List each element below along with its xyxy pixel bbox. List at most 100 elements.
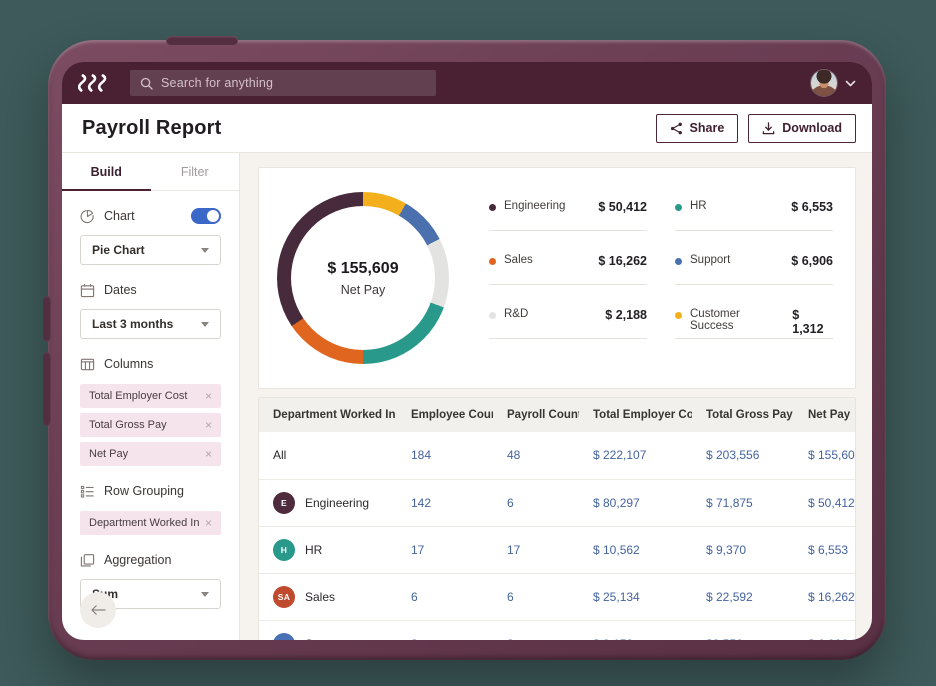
donut-chart: $ 155,609 Net Pay: [277, 192, 449, 364]
value-cell[interactable]: $ 80,297: [593, 495, 640, 510]
table-row: H HR 17 17 $ 10,562 $ 9,370 $ 6,553: [259, 526, 855, 573]
value-cell[interactable]: $ 25,134: [593, 589, 640, 604]
page-title: Payroll Report: [82, 116, 222, 139]
chip-remove-icon[interactable]: ×: [204, 516, 212, 530]
user-avatar[interactable]: [811, 70, 837, 96]
department-name: Engineering: [305, 495, 370, 510]
chip-label: Total Employer Cost: [89, 390, 188, 402]
value-cell[interactable]: 48: [507, 448, 521, 463]
chart-type-select[interactable]: Pie Chart: [80, 235, 221, 265]
search-icon: [140, 77, 153, 90]
device-power-button: [166, 36, 238, 45]
table-column-header: Total Gross Pay: [706, 409, 793, 421]
value-cell[interactable]: $ 10,562: [593, 542, 640, 557]
chart-legend: Engineering $ 50,412 HR $ 6,553 Sales $ 16,26…: [489, 200, 833, 339]
columns-section-header: Columns: [80, 354, 221, 374]
value-cell[interactable]: $ 155,609: [808, 448, 855, 463]
value-cell[interactable]: 3: [493, 620, 579, 640]
legend-label: Sales: [504, 254, 533, 266]
legend-label: Customer Success: [690, 308, 740, 332]
value-cell[interactable]: $ 6,553: [808, 542, 849, 557]
chevron-down-icon[interactable]: [845, 80, 856, 87]
donut-center: $ 155,609 Net Pay: [291, 206, 435, 350]
value-cell[interactable]: 6: [507, 495, 514, 510]
chart-section-header: Chart: [80, 206, 221, 226]
search-placeholder: Search for anything: [161, 76, 274, 90]
value-cell[interactable]: 6: [507, 589, 514, 604]
report-table: Department Worked In Employee Count Payrol…: [259, 398, 855, 640]
value-cell[interactable]: $ 16,262: [808, 589, 855, 604]
value-cell[interactable]: $ 71,875: [706, 495, 753, 510]
department-cell: SA Sales: [259, 573, 397, 620]
aggregation-section-header: Aggregation: [80, 550, 221, 570]
filter-chip[interactable]: Net Pay ×: [80, 442, 221, 466]
download-button[interactable]: Download: [748, 113, 856, 143]
value-cell[interactable]: 142: [411, 495, 432, 510]
legend-item: Customer Success $ 1,312: [675, 308, 833, 339]
legend-dot: [675, 204, 682, 211]
chart-toggle[interactable]: [191, 208, 221, 224]
dates-select[interactable]: Last 3 months: [80, 309, 221, 339]
columns-section-label: Columns: [104, 357, 154, 371]
aggregation-icon: [80, 553, 95, 566]
department-name: HR: [305, 542, 323, 557]
value-cell[interactable]: $ 22,592: [706, 589, 753, 604]
legend-label: R&D: [504, 308, 529, 320]
table-row: All 184 48 $ 222,107 $ 203,556 $ 155,609: [259, 432, 855, 479]
department-name: All: [273, 448, 287, 463]
chip-remove-icon[interactable]: ×: [204, 447, 212, 461]
report-table-card: Department Worked In Employee Count Payrol…: [258, 397, 856, 640]
back-button[interactable]: [80, 592, 116, 628]
table-row: SA Sales 6 6 $ 25,134 $ 22,592 $ 16,262: [259, 573, 855, 620]
search-input[interactable]: Search for anything: [130, 70, 436, 96]
legend-label: Support: [690, 254, 731, 266]
table-row: SUSupport33$ 9,153$8,556$ 6,906: [259, 620, 855, 640]
department-avatar: SU: [273, 632, 295, 640]
download-icon: [763, 121, 775, 134]
tab-filter[interactable]: Filter: [180, 164, 209, 179]
department-cell: All: [259, 432, 397, 479]
chip-remove-icon[interactable]: ×: [204, 418, 212, 432]
share-icon: [670, 122, 682, 134]
sidebar-tabs: Build Filter: [62, 153, 239, 191]
value-cell[interactable]: 3: [397, 620, 493, 640]
page-header: Payroll Report Share: [62, 104, 872, 153]
table-column-header: Department Worked In: [273, 409, 396, 421]
filter-chip[interactable]: Total Employer Cost ×: [80, 384, 221, 408]
value-cell[interactable]: $ 9,370: [706, 542, 747, 557]
donut-center-value: $ 155,609: [327, 259, 399, 277]
row-grouping-section-header: Row Grouping: [80, 481, 221, 501]
legend-item: R&D $ 2,188: [489, 308, 647, 339]
value-cell[interactable]: 17: [411, 542, 425, 557]
value-cell[interactable]: $ 222,107: [593, 448, 647, 463]
value-cell[interactable]: 17: [507, 542, 521, 557]
filter-chip[interactable]: Department Worked In ×: [80, 511, 221, 535]
tablet-device: Search for anything Payroll Report: [43, 36, 886, 660]
value-cell[interactable]: $ 6,906: [794, 620, 855, 640]
filter-chip[interactable]: Total Gross Pay ×: [80, 413, 221, 437]
chip-label: Department Worked In: [89, 517, 200, 529]
value-cell[interactable]: $ 50,412: [808, 495, 855, 510]
arrow-left-icon: [90, 605, 106, 615]
department-cell: H HR: [259, 526, 397, 573]
legend-value: $ 1,312: [792, 308, 824, 336]
value-cell[interactable]: 184: [411, 448, 432, 463]
pie-chart-icon: [80, 209, 94, 223]
department-name: Support: [305, 637, 347, 640]
legend-item: HR $ 6,553: [675, 200, 833, 231]
value-cell[interactable]: 6: [411, 589, 418, 604]
share-button[interactable]: Share: [655, 113, 739, 143]
legend-item: Support $ 6,906: [675, 254, 833, 285]
row-grouping-chip-list: Department Worked In ×: [80, 511, 221, 535]
top-navigation-bar: Search for anything: [62, 62, 872, 104]
rippling-logo-icon[interactable]: [78, 74, 114, 92]
legend-value: $ 6,906: [791, 254, 833, 268]
legend-label: HR: [690, 200, 707, 212]
device-side-button: [43, 296, 52, 342]
chart-section-label: Chart: [104, 209, 135, 223]
tab-build[interactable]: Build: [62, 153, 151, 191]
value-cell[interactable]: $ 9,153: [579, 620, 692, 640]
value-cell[interactable]: $ 203,556: [706, 448, 760, 463]
chip-remove-icon[interactable]: ×: [204, 389, 212, 403]
value-cell[interactable]: $8,556: [692, 620, 794, 640]
